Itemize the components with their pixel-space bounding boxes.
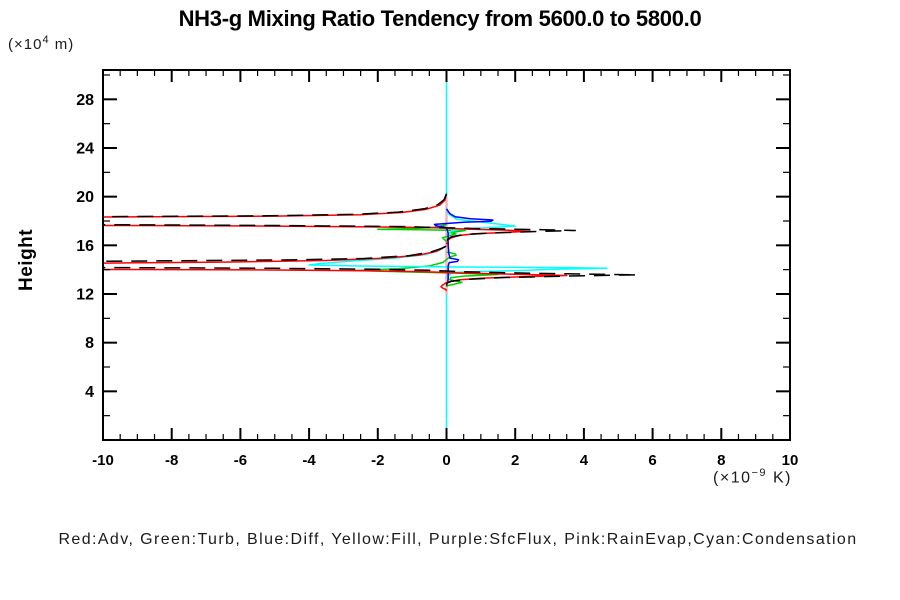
x-tick-label: -6 (234, 452, 247, 469)
series-total-segment (103, 223, 577, 243)
series-adv-segment (103, 193, 448, 218)
y-axis-unit-label: (×104 m) (8, 34, 74, 53)
x-unit-suffix: K) (767, 469, 792, 487)
series-diff-segment (433, 208, 494, 285)
y-tick-label: 16 (76, 238, 94, 255)
series-turb-segment (377, 223, 467, 243)
series-total-segment (103, 245, 447, 263)
series-condensation (308, 210, 608, 279)
y-unit-exponent: 4 (42, 34, 50, 46)
y-tick-label: 24 (76, 140, 94, 157)
chart-title: NH3-g Mixing Ratio Tendency from 5600.0 … (178, 6, 702, 31)
y-tick-label: 28 (76, 92, 94, 109)
y-tick-label: 12 (76, 286, 94, 303)
x-tick-label: 0 (442, 452, 450, 469)
x-tick-label: 10 (782, 452, 799, 469)
x-tick-label: 2 (511, 452, 519, 469)
y-tick-label: 4 (85, 384, 94, 401)
series-total-segment (103, 193, 448, 218)
x-tick-label: 8 (717, 452, 725, 469)
x-axis-unit-label: (×10−9 K) (560, 467, 792, 487)
x-tick-label: -8 (165, 452, 178, 469)
y-tick-label: 20 (76, 189, 94, 206)
series-diff (433, 208, 494, 285)
series-condensation-segment (445, 210, 516, 244)
x-tick-label: 4 (580, 452, 589, 469)
series-adv (103, 193, 568, 292)
x-tick-label: -4 (302, 452, 316, 469)
y-tick-label: 8 (85, 335, 94, 352)
y-unit-suffix: m) (49, 36, 75, 53)
x-tick-label: 6 (648, 452, 656, 469)
series-total-segment (103, 266, 638, 287)
x-unit-exponent: −9 (751, 467, 768, 479)
x-tick-label: -2 (371, 452, 384, 469)
y-unit-prefix: (×10 (8, 36, 43, 53)
x-unit-prefix: (×10 (713, 469, 752, 487)
legend: Red:Adv, Green:Turb, Blue:Diff, Yellow:F… (58, 531, 858, 548)
x-tick-label: -10 (92, 452, 114, 469)
series-total (103, 193, 638, 287)
